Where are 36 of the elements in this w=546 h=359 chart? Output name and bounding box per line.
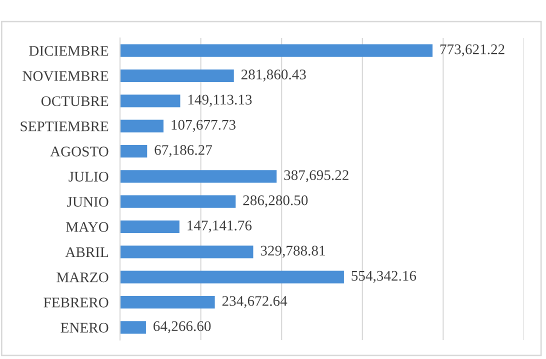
bar (120, 270, 344, 284)
data-label: 387,695.22 (284, 170, 348, 182)
y-tick-label: NOVIEMBRE (22, 71, 108, 82)
y-tick-label: ABRIL (65, 247, 108, 258)
data-label: 149,113.13 (188, 94, 252, 107)
data-label: 329,788.81 (260, 246, 325, 258)
data-label: 773,621.22 (440, 44, 504, 56)
bar (120, 120, 164, 132)
data-label: 147,141.76 (188, 220, 252, 232)
bar (120, 220, 180, 234)
y-tick-label: JULIO (68, 172, 108, 182)
data-label: 286,280.50 (243, 195, 308, 208)
y-tick-label: JUNIO (67, 196, 108, 207)
data-label: 554,342.16 (352, 270, 416, 283)
data-label: 234,672.64 (222, 296, 288, 308)
y-tick-label: FEBRERO (44, 298, 108, 308)
bar (120, 321, 146, 334)
y-tick-label: SEPTIEMBRE (20, 121, 108, 132)
data-label: 107,677.73 (172, 120, 236, 132)
bar (120, 94, 180, 108)
y-tick-label: MARZO (56, 272, 108, 282)
y-tick-label: ENERO (60, 322, 108, 333)
bar (120, 44, 433, 57)
bar (120, 69, 234, 82)
y-tick-label: MAYO (66, 222, 108, 232)
data-label: 67,186.27 (154, 145, 212, 157)
bar (120, 170, 277, 183)
bar (120, 296, 215, 309)
data-label: 281,860.43 (241, 70, 306, 82)
data-label: 64,266.60 (154, 321, 211, 334)
bar (120, 144, 148, 158)
bar (120, 195, 236, 208)
y-tick-label: DICIEMBRE (29, 46, 108, 56)
bar (120, 246, 254, 258)
y-tick-label: OCTUBRE (41, 96, 108, 106)
y-tick-label: AGOSTO (50, 146, 108, 156)
